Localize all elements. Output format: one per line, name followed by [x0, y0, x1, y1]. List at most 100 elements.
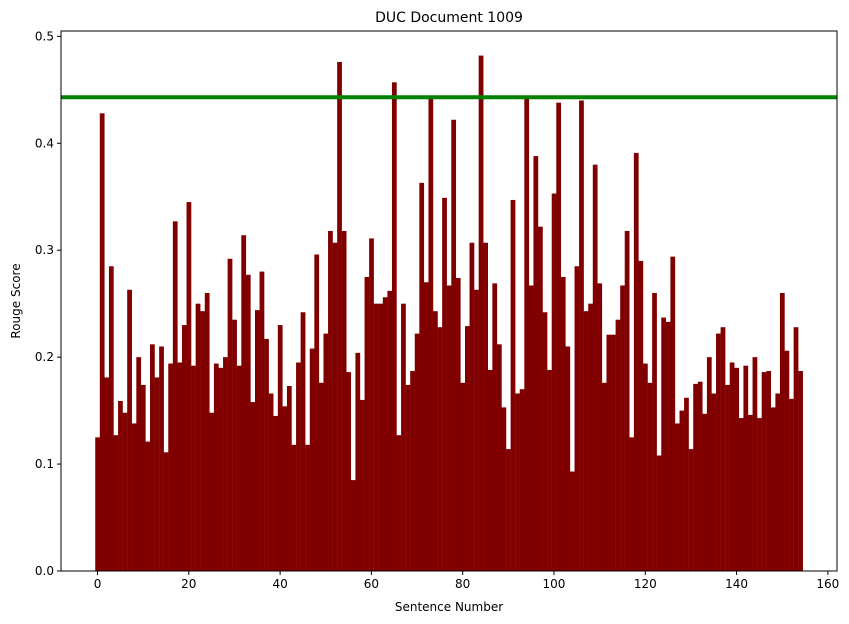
bar-1 — [99, 113, 105, 571]
bar-37 — [264, 338, 269, 571]
y-tick-label: 0.2 — [35, 350, 54, 364]
bar-125 — [665, 321, 671, 571]
bar-105 — [574, 266, 580, 571]
bar-50 — [323, 333, 329, 571]
bar-94 — [524, 97, 530, 572]
bar-54 — [341, 230, 347, 571]
bar-65 — [391, 82, 397, 571]
bar-80 — [460, 382, 466, 571]
bar-35 — [255, 310, 260, 571]
bar-83 — [474, 289, 479, 571]
bar-30 — [232, 319, 237, 571]
bar-39 — [273, 415, 279, 571]
bar-48 — [314, 254, 320, 572]
x-axis-label: Sentence Number — [395, 600, 503, 614]
bar-67 — [401, 303, 406, 571]
y-tick-label: 0.3 — [35, 243, 54, 257]
bar-32 — [241, 235, 247, 572]
bar-108 — [588, 303, 593, 571]
bar-69 — [410, 371, 415, 571]
bar-68 — [405, 384, 411, 571]
bar-43 — [291, 444, 297, 571]
bar-18 — [177, 362, 183, 571]
bar-134 — [706, 357, 712, 571]
bar-135 — [711, 393, 717, 571]
bar-81 — [464, 326, 470, 571]
y-tick-label: 0.5 — [35, 29, 54, 43]
bar-38 — [268, 393, 274, 571]
bar-119 — [638, 260, 644, 571]
bar-34 — [250, 402, 256, 571]
bar-74 — [433, 311, 438, 571]
bar-113 — [611, 334, 616, 571]
bar-62 — [378, 303, 384, 571]
x-tick-label: 0 — [94, 577, 102, 591]
bar-26 — [213, 363, 219, 571]
bar-104 — [569, 471, 575, 571]
bar-117 — [629, 437, 635, 571]
bar-111 — [601, 382, 607, 571]
bar-20 — [186, 202, 192, 571]
bar-96 — [533, 156, 539, 572]
bar-146 — [761, 372, 767, 571]
bar-151 — [784, 350, 790, 571]
bar-114 — [615, 319, 621, 571]
bar-61 — [373, 303, 379, 571]
bar-24 — [204, 292, 210, 571]
bar-112 — [606, 334, 612, 571]
bar-71 — [419, 182, 425, 571]
bar-78 — [451, 119, 457, 571]
bar-84 — [478, 55, 484, 571]
bar-52 — [332, 242, 338, 571]
bar-33 — [245, 274, 251, 571]
y-tick-label: 0.1 — [35, 457, 54, 471]
bar-70 — [414, 333, 420, 571]
bar-76 — [442, 197, 447, 571]
bar-142 — [743, 365, 749, 571]
bar-64 — [387, 290, 393, 571]
bar-133 — [702, 413, 708, 571]
bar-73 — [428, 97, 434, 572]
bar-88 — [496, 344, 502, 571]
bar-90 — [506, 449, 511, 571]
bar-140 — [734, 367, 740, 571]
bar-53 — [337, 62, 342, 571]
bar-149 — [775, 393, 781, 571]
bar-51 — [328, 230, 333, 571]
chart-title: DUC Document 1009 — [375, 10, 523, 26]
bar-121 — [647, 382, 653, 571]
bar-19 — [181, 325, 187, 571]
bar-63 — [382, 297, 388, 571]
bar-148 — [770, 407, 776, 571]
y-tick-label: 0.0 — [35, 564, 54, 578]
bar-10 — [140, 384, 146, 571]
bar-127 — [674, 423, 680, 571]
bar-28 — [223, 357, 228, 571]
bar-41 — [282, 406, 288, 571]
bar-40 — [277, 325, 283, 571]
bar-132 — [697, 381, 703, 571]
bar-145 — [757, 418, 762, 571]
bar-116 — [624, 230, 630, 571]
bar-93 — [519, 389, 525, 571]
x-tick-label: 40 — [272, 577, 287, 591]
bar-3 — [108, 266, 114, 571]
bar-82 — [469, 242, 475, 571]
bar-143 — [747, 414, 753, 571]
bar-86 — [487, 369, 493, 571]
bar-131 — [693, 383, 698, 571]
bar-27 — [218, 367, 224, 571]
bar-4 — [113, 435, 119, 571]
bar-75 — [437, 327, 443, 571]
bar-23 — [200, 311, 205, 571]
bar-42 — [286, 386, 292, 571]
bar-46 — [305, 444, 310, 571]
bar-97 — [538, 226, 543, 571]
bar-47 — [309, 348, 315, 571]
bar-49 — [318, 382, 324, 571]
x-tick-label: 80 — [455, 577, 470, 591]
bar-87 — [492, 283, 498, 571]
bar-11 — [145, 441, 151, 571]
y-axis-ticks: 0.0 0.1 0.2 0.3 0.4 0.5 — [35, 29, 61, 578]
